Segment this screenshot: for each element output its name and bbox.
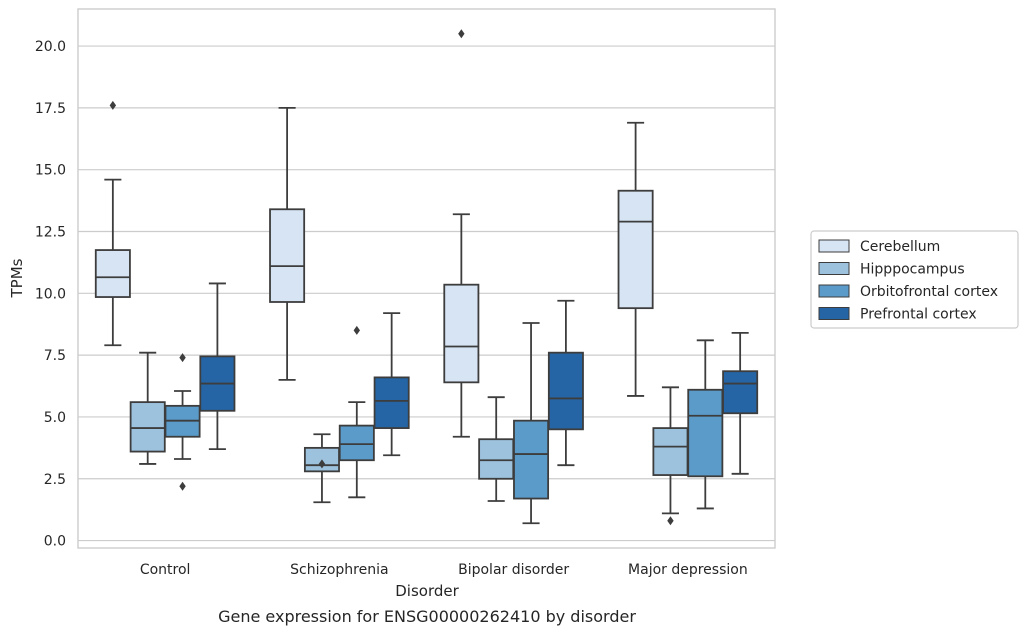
outlier-point [109,100,117,110]
legend-label: Prefrontal cortex [860,307,977,323]
y-tick-label: 0.0 [44,534,66,550]
box-group [303,433,340,504]
legend-swatch [818,307,850,320]
box-group [338,325,375,499]
box-group [199,282,236,451]
box [373,376,410,429]
y-tick-label: 15.0 [35,163,66,179]
legend-swatch [818,262,850,275]
legend-label: Orbitofrontal cortex [860,284,998,300]
box [94,249,131,298]
box [269,208,306,303]
legend-item: Prefrontal cortex [818,307,977,323]
legend-swatch [818,284,850,298]
box-group [547,299,584,467]
box-group [94,100,131,347]
chart-caption: Gene expression for ENSG00000262410 by d… [218,607,636,626]
y-axis-title: TPMs [8,258,26,298]
x-tick-label: Control [140,562,191,578]
y-tick-label: 5.0 [44,410,66,426]
y-axis-ticks: 0.0 2.5 5.0 7.5 10.0 12.5 15.0 17.5 20.0 [35,39,66,549]
box-group [513,322,550,525]
box [338,424,375,462]
series-orbitofrontal-cortex [164,322,724,525]
outlier-point [318,459,326,469]
box [617,189,654,310]
box-group [478,396,515,502]
series-cerebellum [94,29,654,438]
legend-box [810,230,1019,329]
box [722,370,759,415]
y-tick-label: 17.5 [35,101,66,117]
box [687,388,724,478]
legend-item: Hipppocampus [818,262,965,278]
outlier-point [353,325,360,335]
series-hipppocampus [129,351,689,526]
x-tick-label: Bipolar disorder [458,562,569,578]
box [547,351,584,431]
box-group [164,353,201,491]
legend-swatch [818,239,850,253]
x-axis-title: Disorder [395,582,459,600]
box [513,419,550,500]
box-group [129,351,166,465]
box-group [722,331,759,475]
y-tick-label: 10.0 [35,286,66,302]
outlier-point [458,29,465,39]
y-tick-label: 20.0 [35,39,66,55]
outlier-point [179,353,186,363]
y-tick-label: 12.5 [35,225,66,241]
series-prefrontal-cortex [199,282,759,475]
box [478,438,515,480]
outlier-point [179,481,186,491]
x-tick-label: Major depression [628,562,748,578]
box-group [443,29,480,438]
legend-item: Orbitofrontal cortex [818,284,998,300]
outlier-point [667,516,674,526]
y-tick-label: 7.5 [44,348,66,364]
legend-label: Hipppocampus [860,262,965,278]
box-series [94,29,759,526]
box-group [269,106,306,381]
x-tick-label: Schizophrenia [290,562,388,578]
legend: Cerebellum Hipppocampus Orbitofrontal cort… [810,230,1019,329]
box-group [687,339,724,510]
y-tick-label: 2.5 [44,472,66,488]
box-group [652,386,689,526]
legend-item: Cerebellum [818,239,940,255]
box [652,427,689,476]
legend-label: Cerebellum [860,239,940,255]
x-axis-ticks: Control Schizophrenia Bipolar disorder Majo… [140,562,748,578]
box-group [617,121,654,397]
box [129,401,166,453]
plot-frame [77,8,776,549]
box [443,283,480,384]
box-group [373,312,410,457]
